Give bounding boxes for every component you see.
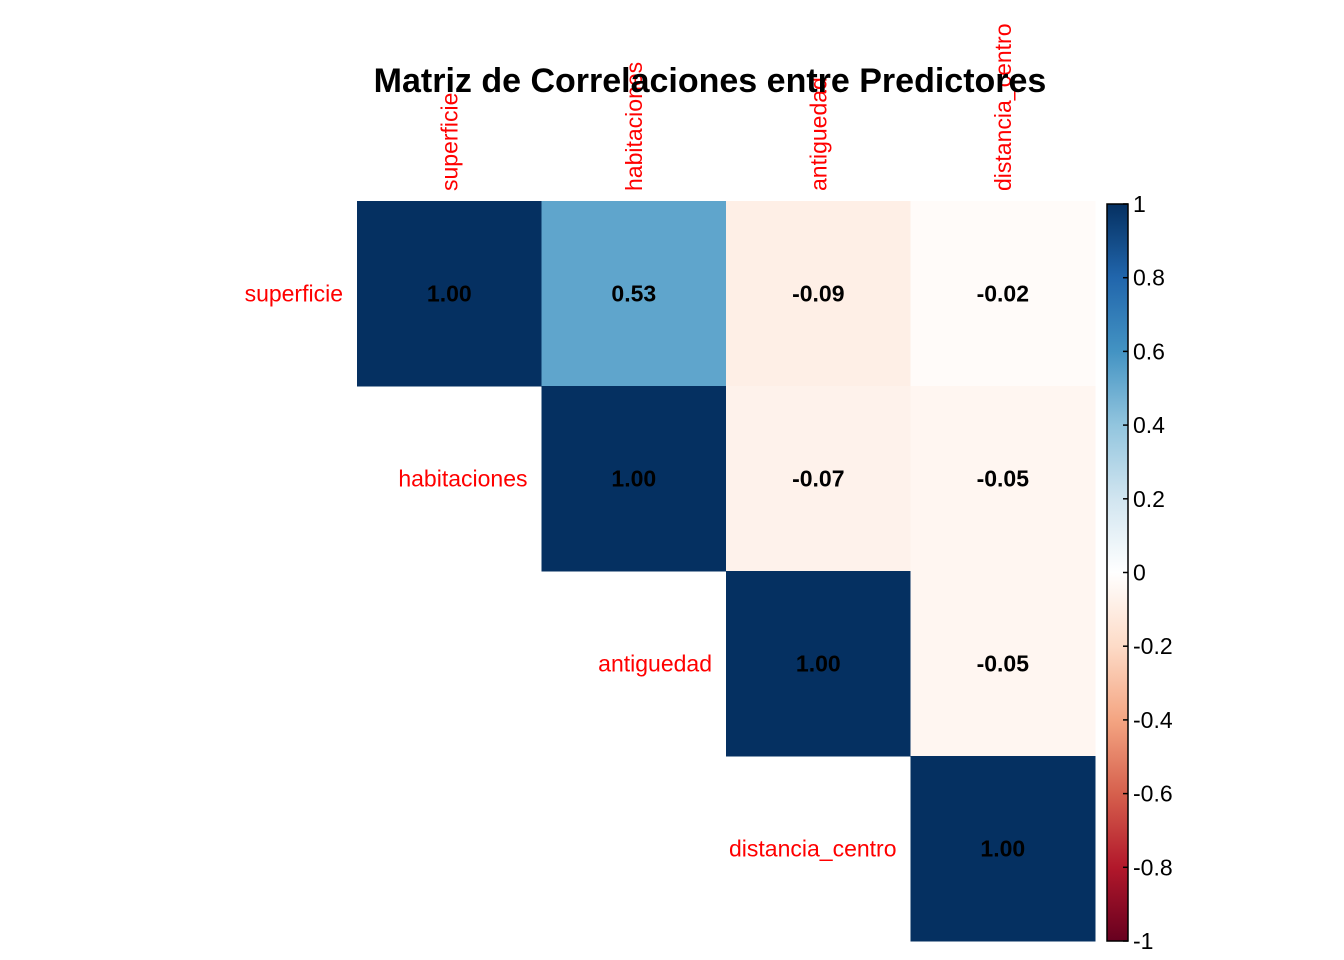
cell-habitaciones-antiguedad — [726, 386, 911, 572]
cell-value-antiguedad-distancia_centro: -0.05 — [977, 651, 1030, 677]
cell-antiguedad-distancia_centro — [910, 571, 1096, 757]
colorbar-gradient — [1107, 204, 1128, 941]
column-label-superficie: superficie — [436, 93, 462, 191]
cell-value-labels: 1.00 0.53 -0.09 -0.02 1.00 -0.07 -0.05 1.00 -0.0… — [427, 281, 1029, 862]
colorbar-tick-label: 0.2 — [1133, 486, 1165, 512]
column-labels: superficie habitaciones antiguedad distanci… — [436, 23, 1016, 191]
row-labels: superficie habitaciones antiguedad distanci… — [245, 281, 897, 862]
colorbar-tick-label: -0.6 — [1133, 781, 1173, 807]
column-label-distancia_centro: distancia_centro — [990, 23, 1016, 191]
cell-superficie-distancia_centro — [910, 201, 1096, 387]
column-label-habitaciones: habitaciones — [621, 62, 647, 191]
colorbar-tick-label: -0.2 — [1133, 633, 1173, 659]
colorbar-tick-label: 0.4 — [1133, 412, 1165, 438]
cell-value-habitaciones-distancia_centro: -0.05 — [977, 466, 1030, 492]
row-label-antiguedad: antiguedad — [598, 651, 712, 677]
cell-value-superficie-habitaciones: 0.53 — [611, 281, 656, 307]
chart-title: Matriz de Correlaciones entre Predictore… — [374, 62, 1047, 100]
colorbar: 1 0.8 0.6 0.4 0.2 0 -0.2 -0.4 -0.6 -0.8 -1 — [1106, 191, 1173, 954]
colorbar-tick-label: 0.6 — [1133, 338, 1165, 364]
cell-value-habitaciones-habitaciones: 1.00 — [611, 466, 656, 492]
cell-superficie-antiguedad — [726, 201, 911, 387]
row-label-superficie: superficie — [245, 281, 343, 307]
cell-value-superficie-superficie: 1.00 — [427, 281, 472, 307]
row-label-habitaciones: habitaciones — [398, 466, 527, 492]
cell-superficie-superficie — [357, 201, 542, 387]
colorbar-tick-label: -0.8 — [1133, 854, 1173, 880]
cell-habitaciones-habitaciones — [541, 386, 727, 572]
cell-superficie-habitaciones — [541, 201, 727, 387]
colorbar-tick-label: 0.8 — [1133, 265, 1165, 291]
cell-value-distancia_centro-distancia_centro: 1.00 — [980, 836, 1025, 862]
cell-value-superficie-antiguedad: -0.09 — [792, 281, 844, 307]
colorbar-tick-label: 1 — [1133, 191, 1146, 217]
colorbar-tick-label: -1 — [1133, 928, 1153, 954]
cell-value-habitaciones-antiguedad: -0.07 — [792, 466, 844, 492]
cell-value-antiguedad-antiguedad: 1.00 — [796, 651, 841, 677]
column-label-antiguedad: antiguedad — [805, 77, 831, 191]
cell-habitaciones-distancia_centro — [910, 386, 1096, 572]
colorbar-tick-label: -0.4 — [1133, 707, 1173, 733]
cell-value-superficie-distancia_centro: -0.02 — [977, 281, 1029, 307]
cell-antiguedad-antiguedad — [726, 571, 911, 757]
correlation-cells — [357, 201, 1096, 942]
colorbar-tick-label: 0 — [1133, 560, 1146, 586]
row-label-distancia_centro: distancia_centro — [729, 836, 897, 862]
cell-distancia_centro-distancia_centro — [910, 756, 1096, 942]
